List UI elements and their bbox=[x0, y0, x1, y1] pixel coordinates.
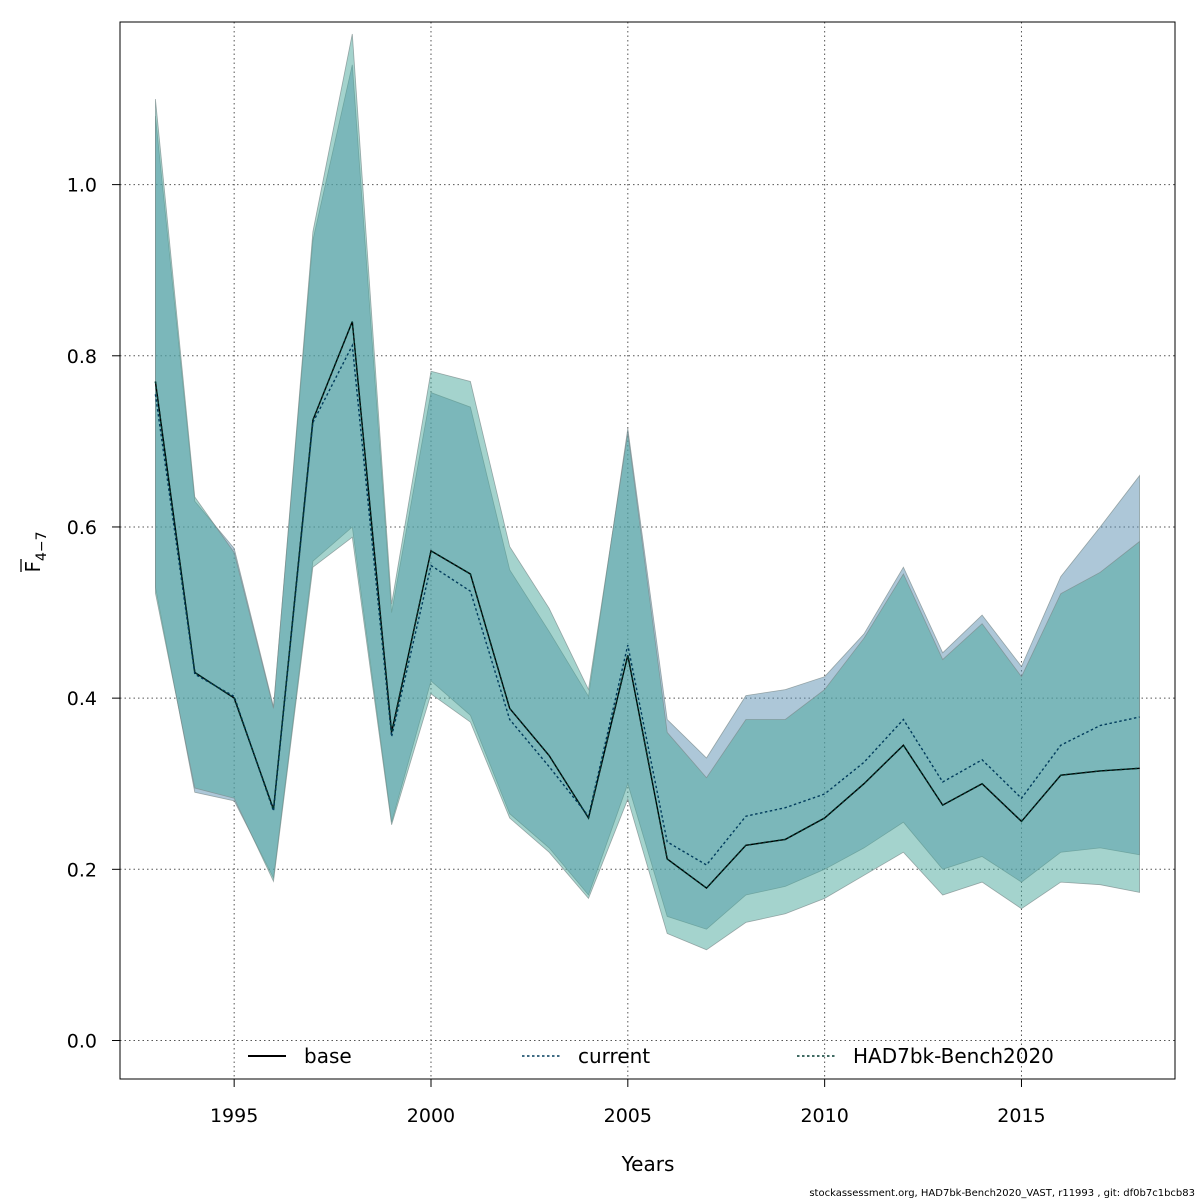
x-tick-label: 1995 bbox=[210, 1105, 258, 1127]
plot-frame bbox=[119, 21, 1176, 1080]
footer-note: stockassessment.org, HAD7bk-Bench2020_VA… bbox=[809, 1188, 1195, 1199]
y-tick-label: 0.0 bbox=[67, 1030, 97, 1052]
y-tick-label: 0.4 bbox=[67, 688, 97, 710]
y-tick-label: 0.6 bbox=[67, 517, 97, 539]
svg-text:F4−7: F4−7 bbox=[21, 531, 50, 572]
grid-lines bbox=[120, 22, 1175, 1079]
x-tick-label: 2010 bbox=[800, 1105, 848, 1127]
legend-label-had7bk-bench2020: HAD7bk-Bench2020 bbox=[853, 1044, 1054, 1068]
y-axis: 0.0 0.2 0.4 0.6 0.8 1.0 bbox=[67, 175, 120, 1052]
y-axis-title-main: F bbox=[21, 561, 45, 573]
x-tick-label: 2015 bbox=[997, 1105, 1045, 1127]
y-tick-label: 0.2 bbox=[67, 859, 97, 881]
legend-label-base: base bbox=[304, 1044, 352, 1068]
x-axis: 1995 2000 2005 2010 2015 bbox=[210, 1079, 1046, 1127]
series-lines bbox=[154, 321, 1140, 890]
y-tick-label: 0.8 bbox=[67, 346, 97, 368]
x-tick-label: 2005 bbox=[604, 1105, 652, 1127]
x-axis-title: Years bbox=[621, 1152, 675, 1176]
confidence-band-2 bbox=[154, 33, 1140, 951]
y-axis-title: F4−7 bbox=[20, 531, 50, 573]
y-tick-label: 1.0 bbox=[67, 175, 97, 197]
x-tick-label: 2000 bbox=[407, 1105, 455, 1127]
confidence-bands bbox=[154, 33, 1140, 951]
series-line-had7bk-bench2020 bbox=[154, 321, 1140, 890]
legend: base current HAD7bk-Bench2020 bbox=[248, 1044, 1054, 1068]
series-line-current bbox=[154, 343, 1140, 866]
legend-label-current: current bbox=[578, 1044, 650, 1068]
y-axis-title-subscript: 4−7 bbox=[34, 531, 50, 561]
